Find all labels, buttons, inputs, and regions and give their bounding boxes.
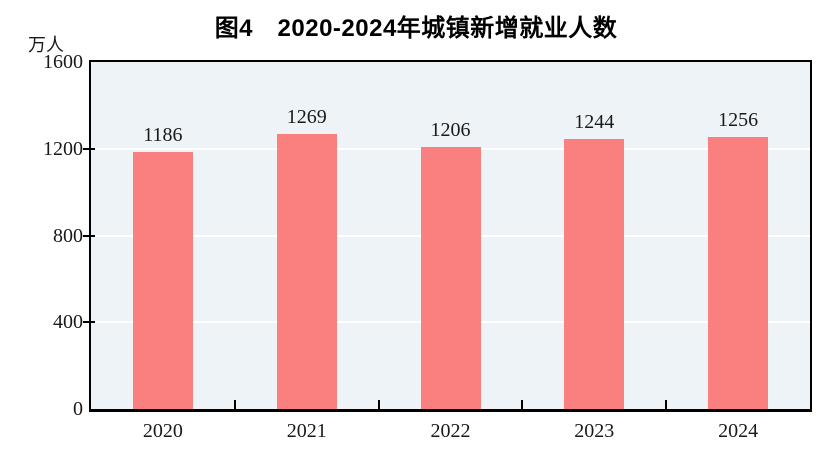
y-axis-tick-1200 xyxy=(83,147,95,150)
bar-2023 xyxy=(564,139,625,409)
bar-2024 xyxy=(708,136,769,409)
y-axis-tick-400 xyxy=(83,321,95,324)
x-axis-tick-4 xyxy=(665,400,668,409)
x-axis-tick-2 xyxy=(377,400,380,409)
bar-value-label-2023: 1244 xyxy=(574,111,615,134)
bar-value-label-2021: 1269 xyxy=(286,105,327,128)
y-axis-label-0: 0 xyxy=(73,398,83,420)
bar-value-label-2022: 1206 xyxy=(430,119,471,142)
bar-2020 xyxy=(132,151,193,409)
x-axis-label-2020: 2020 xyxy=(142,420,183,442)
y-axis-unit-label: 万人 xyxy=(28,35,64,55)
plot-area: 1186 1269 1206 1244 1256 xyxy=(83,60,812,412)
bar-2021 xyxy=(276,133,337,409)
y-axis-tick-800 xyxy=(83,234,95,237)
y-axis-label-400: 400 xyxy=(53,311,83,334)
bar-value-label-2020: 1186 xyxy=(143,123,183,146)
chart-title: 图4 2020-2024年城镇新增就业人数 xyxy=(214,15,618,42)
y-axis-label-1600: 1600 xyxy=(43,51,83,73)
x-axis-tick-3 xyxy=(521,400,524,409)
y-axis-label-800: 800 xyxy=(53,224,83,247)
x-axis-label-2022: 2022 xyxy=(430,420,471,442)
x-axis-label-2024: 2024 xyxy=(718,420,759,442)
bar-2022 xyxy=(420,147,481,409)
x-axis-label-2021: 2021 xyxy=(286,420,327,442)
y-axis-label-1200: 1200 xyxy=(43,137,83,160)
x-axis-label-2023: 2023 xyxy=(574,420,615,442)
x-axis-tick-1 xyxy=(233,400,236,409)
bar-value-label-2024: 1256 xyxy=(718,108,759,131)
